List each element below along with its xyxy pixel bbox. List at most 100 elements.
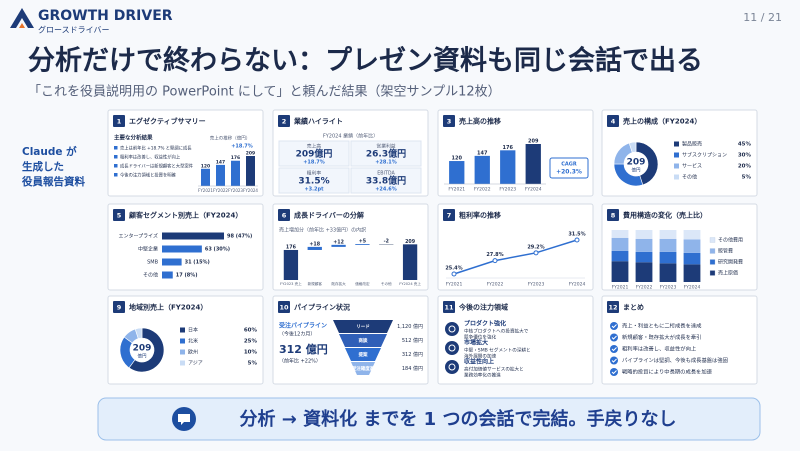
stack-segment [683,230,701,240]
slide-badge [443,115,455,127]
slide-title: まとめ [623,303,644,312]
bar-label: 31 (15%) [185,260,210,266]
legend-label: 研究開発費 [718,259,743,266]
slide-badge [443,301,455,313]
check-text: 売上・利益ともに二桁成長を達成 [622,322,702,330]
kpi-label: EBITDA [377,171,395,177]
period: （今後12カ月） [279,331,315,338]
bar-label: 209 [246,151,255,157]
bar-label: -2 [384,239,389,245]
category-label: FY2021 [198,188,213,193]
bar [216,164,225,186]
category-label: FY2024 [569,282,586,288]
chart-title: 売上の推移（億円） [210,135,251,142]
check-icon [610,322,618,330]
category-label: FY2022 [636,285,653,291]
slide-title: 粗利率の推移 [459,211,501,220]
funnel-value: 512 億円 [402,337,423,344]
item-text: 中核プロダクトへの投資拡大で [464,328,529,335]
check-mark [611,370,617,375]
category-label: その他 [381,281,392,286]
footer-icon-glyph [178,414,190,425]
slide-number: 10 [279,304,289,312]
logo-sub: グロースドライバー [38,25,109,35]
legend-label: 北米 [188,338,198,345]
slide-number: 1 [117,118,122,126]
legend-swatch [180,349,185,355]
check-text: パイプラインは堅調、今後も成長基盤は強固 [622,356,728,364]
bar-label: 120 [201,163,210,169]
category-label: FY2022 [487,282,504,288]
kpi-cell [278,167,350,194]
line [453,239,578,275]
item-icon-glyph [448,325,456,333]
stack-segment [683,264,701,282]
heading: FY2024 業績（前年比） [323,133,378,140]
legend-swatch [709,237,716,243]
side-note: 生成した [22,160,64,173]
legend-swatch [674,152,679,158]
stack-segment [611,250,629,262]
category-label: FY2023 [228,188,243,193]
legend-swatch [674,141,679,147]
legend-swatch [180,338,185,344]
funnel-stage [351,362,375,375]
funnel-stage [333,320,393,333]
point-label: 25.4% [445,266,462,272]
stack-segment [659,263,677,282]
funnel-value: 184 億円 [402,365,423,372]
category-label: FY2023 売上 [280,281,302,286]
bar [474,155,490,184]
legend-swatch [674,174,679,180]
legend-swatch [709,259,716,265]
funnel-label: 提案 [359,351,368,358]
item-heading: 市場拡大 [464,339,488,347]
legend-label: 日本 [188,327,198,334]
legend-label: 販管費 [718,248,733,255]
slide-thumbnail [437,295,594,385]
footer-text: 分析 → 資料化 までを 1 つの会話で完結。手戻りなし [240,408,677,430]
stack-segment [683,252,701,265]
annotation: +18.7% [231,144,253,150]
stack-segment [611,261,629,282]
category-label: FY2023 [499,187,516,193]
bullet: 成長ドライバーは新規顧客と大型案件 [120,163,194,170]
legend-swatch [709,270,716,276]
bar [331,244,346,247]
kpi-change: +24.6% [375,187,397,193]
item-icon [445,341,459,355]
legend-label: アジア [188,361,203,367]
category-label: FY2023 [528,282,545,288]
bullet: 今後の注力領域と投資を明確 [120,172,177,179]
category-label: SMB [147,260,158,266]
category-label: エンタープライズ [118,233,158,240]
bar-label: 176 [503,145,514,151]
slide-badge [607,301,619,313]
category-label: 既存拡大 [331,281,346,286]
category-label: FY2022 [213,188,228,193]
donut-unit: 億円 [138,353,147,360]
category-label: FY2024 [243,188,258,193]
check-mark [611,335,617,340]
category-label: FY2024 [525,187,542,193]
slide-number: 12 [608,304,617,312]
bar [402,244,418,280]
slide-title: 売上高の推移 [459,117,501,126]
kpi-cell [350,140,422,167]
check-text: 戦略的投資により中長期の成長を加速 [622,368,713,376]
funnel-stage [345,348,381,361]
point [574,237,580,243]
legend-swatch [674,163,679,169]
legend-value: 45% [738,142,752,148]
bar [449,161,465,184]
bar-label: +12 [333,239,344,245]
annotation: CAGR [561,162,577,168]
point [492,258,498,264]
slide-number: 11 [444,304,454,312]
bar [162,245,202,253]
side-note: Claude が [22,145,77,158]
heading: 主要な分析結果 [114,134,153,142]
bar [201,168,210,186]
category-label: FY2022 [474,187,491,193]
slide-badge [278,301,290,313]
